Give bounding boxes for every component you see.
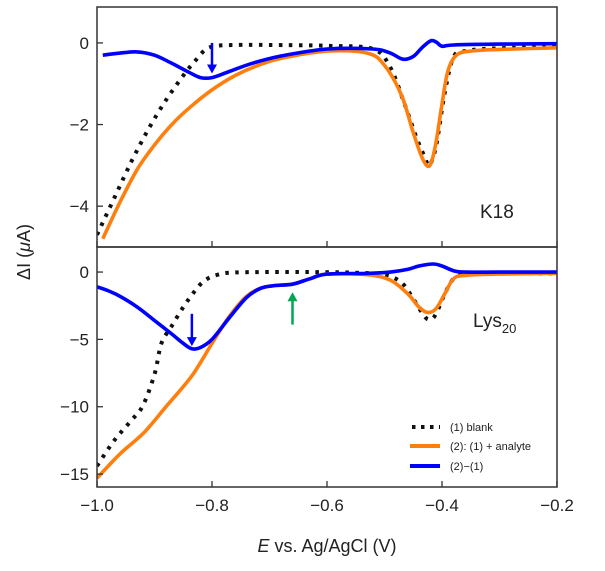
arrow-down-annotation (186, 313, 197, 347)
x-tick-label: −0.2 (540, 496, 574, 515)
arrow-head (186, 337, 197, 347)
arrow-head (207, 64, 217, 74)
arrow-head (287, 292, 298, 302)
panel-label-lys: Lys (473, 311, 502, 332)
series-line-difference (97, 262, 557, 351)
panel-label-subscript: 20 (502, 321, 516, 336)
legend-label-blank: (1) blank (450, 422, 493, 434)
y-label-end: A) (14, 224, 34, 242)
x-tick-label: −1.0 (80, 496, 114, 515)
y-tick-label: 0 (80, 34, 89, 53)
panel-label-k18: K18 (480, 202, 514, 223)
y-tick-label: −4 (70, 197, 89, 216)
x-label-e: E (257, 536, 270, 556)
y-tick-label: −5 (70, 330, 89, 349)
legend-label-analyte: (2): (1) + analyte (450, 441, 531, 453)
panel-2: −1.0 −0.8 −0.6 −0.4 −0.2 0 −5 −10 −15 (60, 246, 574, 515)
series-line-analyte (101, 46, 557, 240)
x-label-rest: vs. Ag/AgCl (V) (269, 536, 396, 556)
y-axis-label: ΔI (μA) (14, 224, 34, 280)
legend-label-difference: (2)−(1) (450, 461, 483, 473)
y-tick-label: −15 (60, 465, 89, 484)
series-group (97, 262, 557, 480)
x-axis-label: E vs. Ag/AgCl (V) (257, 536, 396, 556)
series-group (97, 38, 557, 240)
y-tick-label: −10 (60, 398, 89, 417)
panel-label-lys20: Lys20 (473, 311, 516, 336)
x-tick-label: −0.4 (425, 496, 459, 515)
y-tick-label: −2 (70, 116, 89, 135)
x-tick-label: −0.6 (310, 496, 344, 515)
y-tick-label: 0 (80, 263, 89, 282)
arrow-down-annotation (207, 42, 217, 74)
y-label-delta-i: ΔI ( (14, 252, 34, 280)
legend: (1) blank (2): (1) + analyte (2)−(1) (410, 422, 531, 473)
series-line-difference (102, 38, 557, 81)
arrow-up-annotation (287, 292, 298, 325)
y-label-mu: μ (14, 242, 34, 253)
x-tick-label: −0.8 (195, 496, 229, 515)
series-line-blank (97, 269, 557, 468)
